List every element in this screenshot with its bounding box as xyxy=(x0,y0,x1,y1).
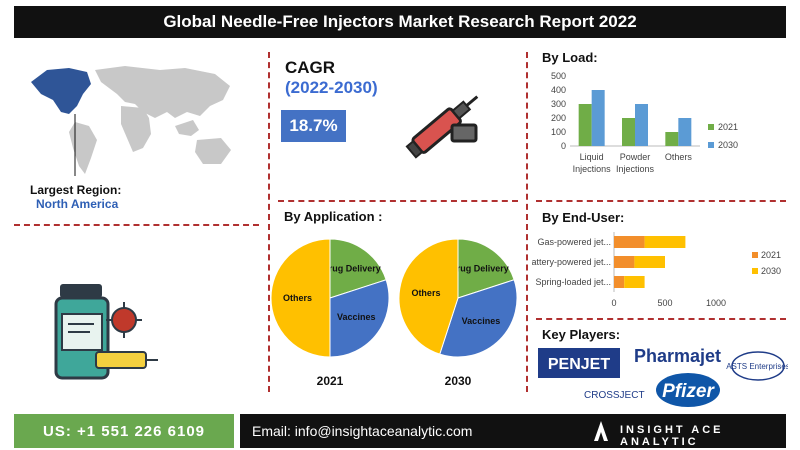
email-link[interactable]: Email: info@insightaceanalytic.com xyxy=(252,423,473,439)
svg-text:Pharmajet: Pharmajet xyxy=(634,346,721,366)
legend-label-2021: 2021 xyxy=(718,122,738,132)
cagr-label: CAGR xyxy=(285,58,336,77)
by-end-user-title: By End-User: xyxy=(542,210,625,225)
cagr-value: 18.7% xyxy=(289,116,338,135)
legend-swatch-2030 xyxy=(752,268,758,274)
x-tick-label: Powder xyxy=(620,152,651,162)
bar-2030 xyxy=(678,118,692,146)
footer: US: +1 551 226 6109 Email: info@insighta… xyxy=(14,414,786,448)
report-title-text: Global Needle-Free Injectors Market Rese… xyxy=(163,12,637,31)
divider-right xyxy=(526,52,528,392)
pfizer-logo: Pfizer xyxy=(656,373,720,407)
x-tick-label: Injections xyxy=(573,164,612,174)
svg-text:CROSSJECT: CROSSJECT xyxy=(584,390,645,401)
bar-2021 xyxy=(622,118,635,146)
injector-icon xyxy=(405,95,479,159)
pie-slice-label: Vaccines xyxy=(462,316,501,326)
legend-swatch-2030 xyxy=(708,142,714,148)
svg-text:Pfizer: Pfizer xyxy=(662,381,715,402)
insight-ace-logo-icon xyxy=(594,421,608,441)
bar-2021 xyxy=(614,276,625,288)
x-tick-label: 500 xyxy=(657,298,672,308)
by-end-user-chart: Gas-powered jet... Battery-powered jet...… xyxy=(532,232,781,308)
pie-slice-label: Vaccines xyxy=(337,312,376,322)
pie-2021-chart: Drug Delivery Vaccines Others 2021 xyxy=(270,238,390,388)
legend-label-2030: 2030 xyxy=(718,140,738,150)
y-tick-label: 500 xyxy=(551,71,566,81)
y-tick-label: 100 xyxy=(551,127,566,137)
bar-2030 xyxy=(591,90,605,146)
x-tick-label: Injections xyxy=(616,164,655,174)
bar-2030 xyxy=(644,236,686,248)
divider-right-h2 xyxy=(536,318,786,320)
pie-year-label: 2021 xyxy=(317,374,344,388)
pie-slice-label: Drug Delivery xyxy=(450,263,509,273)
pie-slice xyxy=(329,279,390,358)
pharmajet-logo: Pharmajet xyxy=(634,346,721,366)
by-load-title: By Load: xyxy=(542,50,598,65)
divider-mid-h xyxy=(278,200,518,202)
pie-slice xyxy=(270,238,331,358)
pie-slice-label: Drug Delivery xyxy=(322,263,381,273)
divider-left xyxy=(268,52,270,392)
penjet-logo: PENJET xyxy=(538,348,620,378)
pie-slice-label: Others xyxy=(411,288,440,298)
world-map xyxy=(31,66,231,176)
x-tick-label: Others xyxy=(665,152,693,162)
phone-number[interactable]: US: +1 551 226 6109 xyxy=(42,422,206,440)
bar-2021 xyxy=(578,104,592,146)
y-tick-label: Spring-loaded jet... xyxy=(535,277,611,287)
pie-2030-chart: Drug Delivery Vaccines Others 2030 xyxy=(398,238,518,388)
bar-2021 xyxy=(614,256,635,268)
pie-year-label: 2030 xyxy=(445,374,472,388)
divider-right-h1 xyxy=(536,200,786,202)
legend-label-2030: 2030 xyxy=(761,266,781,276)
report-title: Global Needle-Free Injectors Market Rese… xyxy=(14,6,786,38)
key-player-logos: PENJET Pharmajet ASTS Enterprises CROSSJ… xyxy=(538,346,788,407)
bar-2030 xyxy=(624,276,645,288)
cagr-value-box: 18.7% xyxy=(281,110,346,142)
pie-slice xyxy=(329,238,387,299)
by-application-title: By Application : xyxy=(284,209,383,224)
pie-slice xyxy=(457,238,515,299)
bar-2030 xyxy=(635,104,648,146)
legend-swatch-2021 xyxy=(708,124,714,130)
bar-2030 xyxy=(634,256,665,268)
key-players-title: Key Players: xyxy=(542,327,621,342)
x-tick-label: Liquid xyxy=(580,152,604,162)
email-box: Email: info@insightaceanalytic.com INSIG… xyxy=(240,414,786,448)
asts-logo: ASTS Enterprises xyxy=(726,351,788,381)
y-tick-label: 300 xyxy=(551,99,566,109)
pie-slice xyxy=(439,279,518,358)
divider-left-h xyxy=(14,224,259,226)
pie-slice xyxy=(398,238,459,355)
largest-region-label: Largest Region: xyxy=(30,183,122,197)
y-tick-label: Gas-powered jet... xyxy=(537,237,611,247)
crossject-logo: CROSSJECT xyxy=(584,390,645,401)
x-tick-label: 0 xyxy=(611,298,616,308)
x-tick-label: 1000 xyxy=(706,298,726,308)
phone-box: US: +1 551 226 6109 xyxy=(14,414,234,448)
bar-2021 xyxy=(614,236,645,248)
svg-text:ASTS Enterprises: ASTS Enterprises xyxy=(726,362,788,371)
brand-name: INSIGHT ACE ANALYTIC xyxy=(620,424,724,448)
y-tick-label: 0 xyxy=(561,141,566,151)
by-load-chart: 0 100 200 300 400 500 Liquid Injections Powder In… xyxy=(551,71,738,174)
y-tick-label: Battery-powered jet... xyxy=(532,257,611,267)
largest-region-value: North America xyxy=(36,197,119,211)
vaccine-bottle-illustration xyxy=(54,284,158,380)
svg-text:PENJET: PENJET xyxy=(548,356,610,373)
bar-2021 xyxy=(665,132,679,146)
legend-label-2021: 2021 xyxy=(761,250,781,260)
legend-swatch-2021 xyxy=(752,252,758,258)
cagr-period: (2022-2030) xyxy=(285,78,378,97)
y-tick-label: 400 xyxy=(551,85,566,95)
y-tick-label: 200 xyxy=(551,113,566,123)
pie-slice-label: Others xyxy=(283,293,312,303)
